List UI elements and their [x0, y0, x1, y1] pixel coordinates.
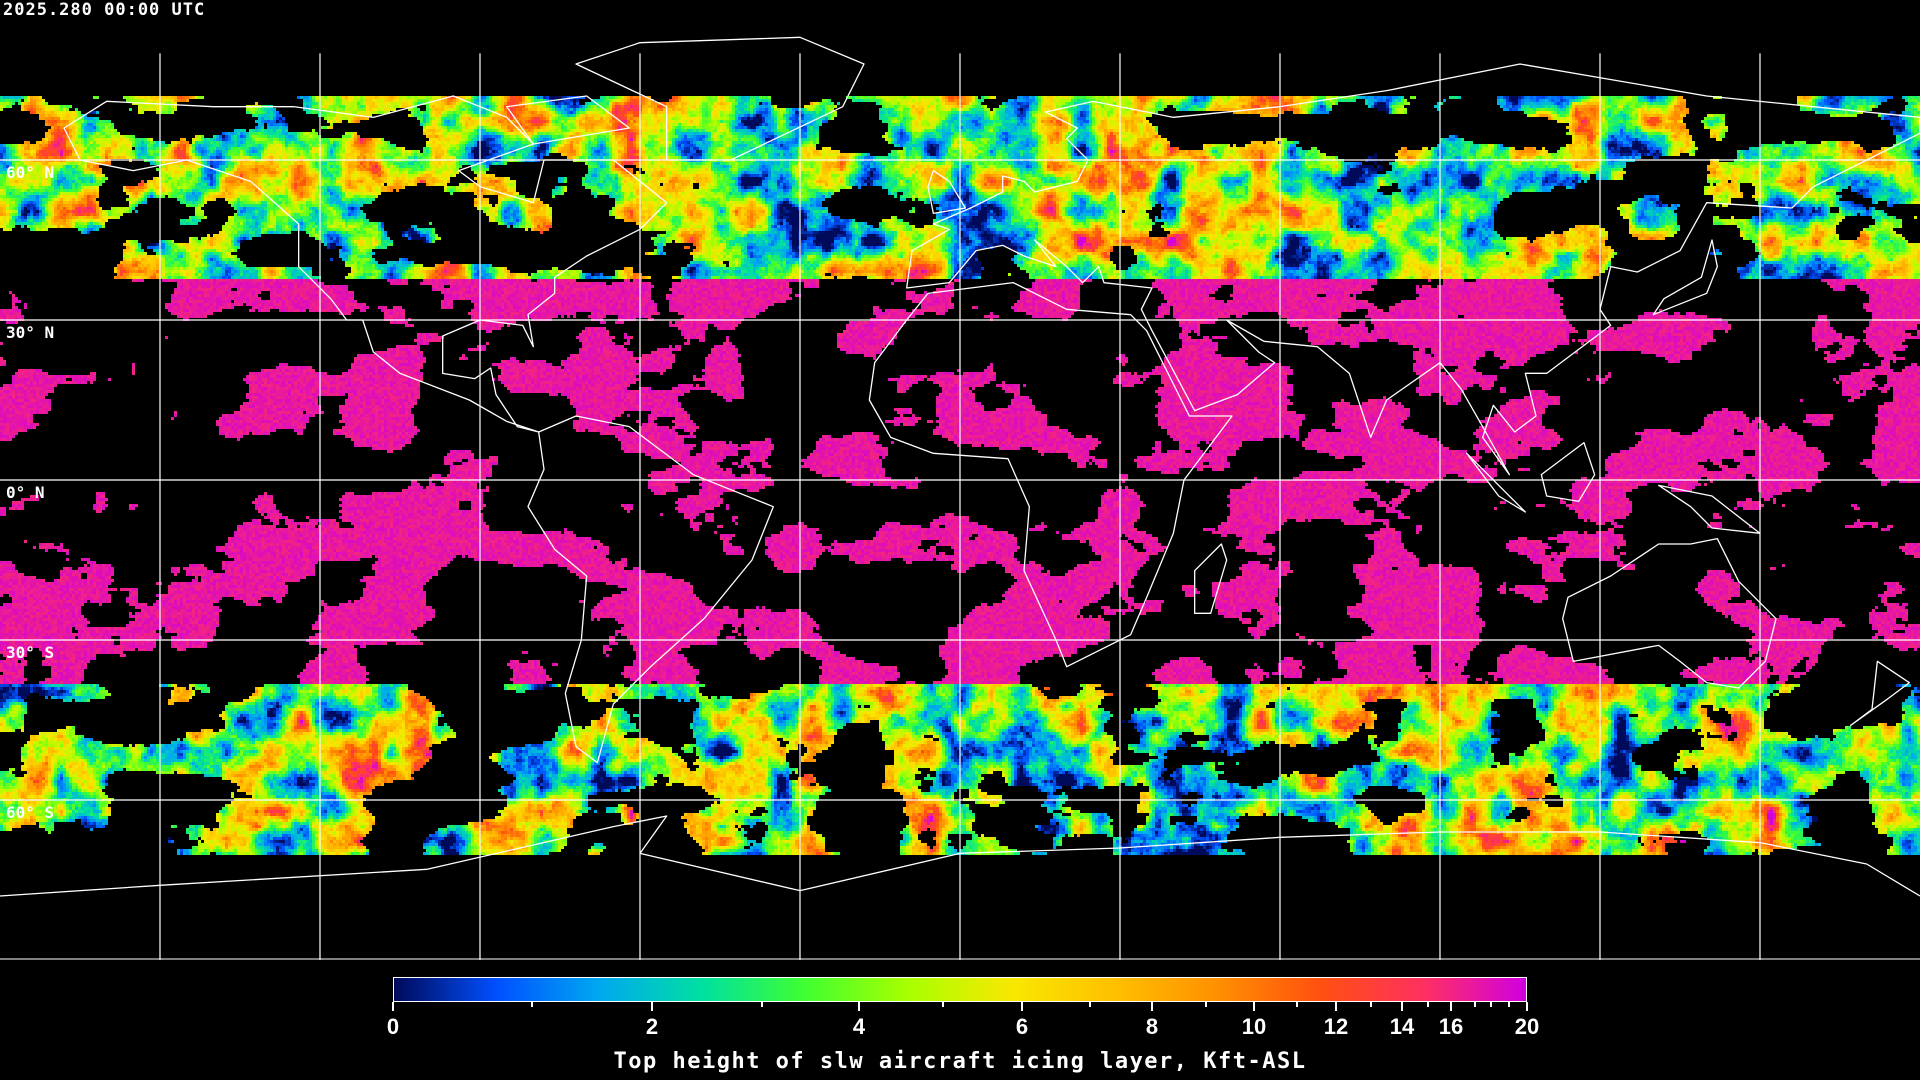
coastline-new-zealand	[1850, 660, 1910, 726]
world-map	[0, 0, 1920, 960]
colorbar-ticks	[392, 1002, 1528, 1011]
colorbar-tick-label: 4	[852, 1014, 866, 1039]
coastline-north-america	[63, 95, 668, 433]
colorbar-tick-label: 14	[1389, 1014, 1415, 1039]
coastline-antarctica	[0, 815, 1920, 897]
colorbar-tick-label: 2	[645, 1014, 659, 1039]
coastline-great-britain	[927, 170, 966, 214]
coastline-africa	[868, 282, 1233, 668]
colorbar-tick-label: 8	[1145, 1014, 1159, 1039]
coastline-baffin-island	[506, 95, 630, 145]
lat-label-60s: 60° S	[6, 803, 55, 822]
colorbar-tick-label: 10	[1241, 1014, 1267, 1039]
colorbar-tick-label: 0	[386, 1014, 400, 1039]
coastline-new-guinea	[1658, 484, 1761, 534]
coastlines	[0, 36, 1920, 897]
colorbar-tick-label: 12	[1323, 1014, 1349, 1039]
colorbar-tick-label: 20	[1514, 1014, 1540, 1039]
coastline-borneo	[1540, 442, 1596, 502]
lat-label-30s: 30° S	[6, 643, 55, 662]
coastline-greenland	[575, 36, 865, 161]
coastline-eurasia	[906, 63, 1920, 476]
colorbar	[393, 977, 1527, 1002]
lat-label-equator: 0° N	[6, 483, 45, 502]
lat-label-30n: 30° N	[6, 323, 55, 342]
lat-label-60n: 60° N	[6, 163, 55, 182]
colorbar-title: Top height of slw aircraft icing layer, …	[613, 1049, 1307, 1074]
coastline-sumatra	[1466, 452, 1526, 513]
coastline-japan	[1652, 239, 1718, 316]
graticule	[0, 53, 1920, 960]
timestamp-label: 2025.280 00:00 UTC	[3, 0, 206, 20]
map-overlay	[0, 36, 1920, 960]
colorbar-tick-label: 6	[1015, 1014, 1029, 1039]
colorbar-tick-label: 16	[1438, 1014, 1464, 1039]
coastline-australia	[1562, 538, 1777, 689]
coastline-south-america	[527, 415, 774, 764]
coastline-madagascar	[1194, 543, 1228, 614]
